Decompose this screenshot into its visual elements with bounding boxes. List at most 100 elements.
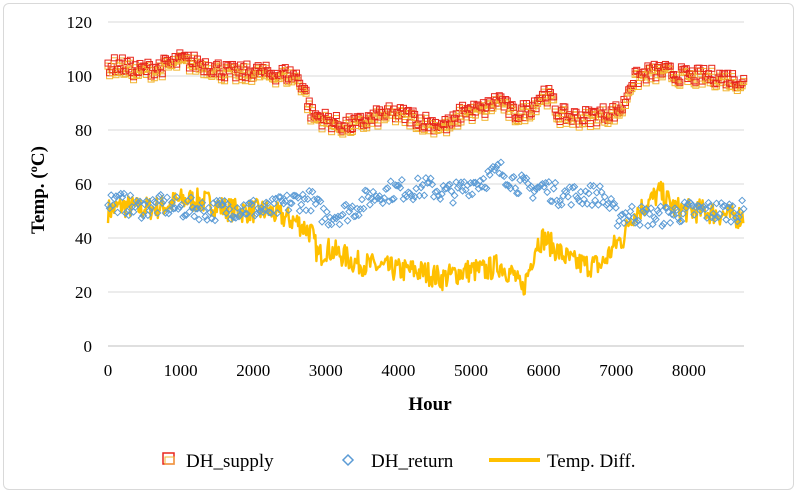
dh-return-point bbox=[659, 219, 668, 228]
dh-return-point bbox=[557, 200, 566, 209]
dh-return-point bbox=[346, 204, 355, 213]
dh-return-point bbox=[567, 200, 576, 209]
dh-return-point bbox=[468, 190, 477, 199]
dh-return-point bbox=[175, 203, 184, 211]
y-tick-label: 0 bbox=[84, 337, 93, 356]
dh-return-point bbox=[185, 207, 194, 216]
dh-return-point bbox=[436, 195, 445, 203]
dh-return-point bbox=[260, 205, 269, 214]
dh-return-point bbox=[108, 201, 117, 210]
dh-return-point bbox=[300, 194, 309, 203]
dh-return-point bbox=[693, 201, 702, 210]
dh-supply-point bbox=[676, 78, 684, 86]
dh-supply-point bbox=[599, 103, 607, 111]
dh-supply-point bbox=[302, 86, 310, 94]
dh-supply-point bbox=[690, 77, 698, 85]
dh-return-point bbox=[190, 212, 199, 221]
dh-return-point bbox=[493, 160, 502, 169]
dh-supply-point bbox=[700, 64, 708, 72]
dh-return-point bbox=[201, 212, 210, 221]
dh-return-point bbox=[290, 191, 299, 200]
dh-return-point bbox=[172, 193, 181, 202]
dh-return-point bbox=[136, 197, 144, 206]
y-tick-label: 40 bbox=[75, 229, 92, 248]
dh-return-point bbox=[195, 215, 203, 224]
dh-return-point bbox=[532, 184, 540, 193]
dh-return-point bbox=[434, 191, 443, 200]
dh-supply-point bbox=[332, 112, 340, 120]
x-tick-label: 1000 bbox=[164, 361, 198, 380]
dh-return-point bbox=[551, 178, 560, 187]
dh-return-point bbox=[211, 216, 219, 225]
dh-return-point bbox=[457, 178, 465, 187]
dh-return-point bbox=[588, 201, 596, 210]
dh-return-point bbox=[163, 193, 172, 202]
dh-return-point bbox=[527, 182, 536, 191]
dh-return-point bbox=[308, 187, 317, 196]
dh-return-point bbox=[217, 201, 226, 210]
dh-supply-point bbox=[561, 103, 569, 111]
x-tick-label: 6000 bbox=[527, 361, 561, 380]
dh-supply-point bbox=[144, 58, 152, 66]
dh-return-point bbox=[656, 202, 665, 211]
dh-return-point bbox=[212, 196, 221, 205]
dh-return-point bbox=[397, 175, 406, 184]
dh-supply-point bbox=[213, 61, 221, 69]
dh-return-point bbox=[144, 211, 152, 220]
dh-return-point bbox=[306, 206, 315, 215]
dh-supply-point bbox=[606, 113, 614, 121]
dh-return-point bbox=[378, 199, 387, 208]
dh-supply-point bbox=[510, 103, 518, 111]
dh-return-point bbox=[388, 195, 397, 204]
dh-return-point bbox=[699, 202, 708, 211]
dh-return-point bbox=[667, 210, 676, 219]
dh-return-point bbox=[254, 204, 263, 213]
dh-return-point bbox=[618, 210, 627, 219]
dh-return-point bbox=[156, 190, 165, 199]
dh-return-point bbox=[554, 201, 563, 210]
dh-return-point bbox=[420, 191, 429, 200]
dh-return-point bbox=[198, 198, 207, 207]
dh-return-point bbox=[738, 196, 747, 205]
dh-return-point bbox=[626, 207, 635, 216]
dh-return-point bbox=[556, 197, 564, 205]
dh-return-point bbox=[658, 222, 667, 230]
dh-return-point bbox=[481, 183, 489, 192]
dh-return-point bbox=[505, 181, 513, 190]
dh-return-point bbox=[597, 188, 606, 197]
dh-return-point bbox=[509, 172, 518, 181]
dh-return-point bbox=[613, 221, 622, 230]
x-axis-title: Hour bbox=[408, 394, 452, 415]
dh-return-point bbox=[112, 192, 120, 201]
dh-return-point bbox=[282, 191, 291, 200]
dh-supply-point bbox=[214, 59, 222, 67]
dh-return-point bbox=[273, 209, 282, 217]
dh-supply-point bbox=[550, 93, 558, 101]
dh-supply-point bbox=[118, 54, 126, 62]
dh-supply-point bbox=[446, 121, 454, 129]
dh-return-point bbox=[727, 217, 735, 226]
dh-return-point bbox=[549, 184, 558, 193]
dh-return-point bbox=[385, 197, 394, 206]
y-tick-label: 60 bbox=[75, 175, 92, 194]
dh-return-point bbox=[573, 194, 582, 203]
legend-label-temp-diff: Temp. Diff. bbox=[547, 451, 636, 472]
dh-return-point bbox=[445, 180, 454, 189]
dh-return-point bbox=[369, 187, 378, 196]
dh-return-point bbox=[428, 180, 437, 189]
dh-return-point bbox=[701, 205, 710, 213]
dh-supply-point bbox=[345, 113, 353, 121]
dh-return-point bbox=[568, 183, 577, 192]
dh-return-point bbox=[267, 208, 275, 217]
dh-return-point bbox=[458, 186, 467, 195]
dh-return-point bbox=[624, 212, 633, 221]
dh-return-point bbox=[303, 195, 312, 203]
dh-return-point bbox=[591, 196, 600, 205]
dh-return-point bbox=[359, 204, 368, 213]
dh-return-point bbox=[444, 181, 453, 190]
temp-diff-line bbox=[106, 180, 745, 296]
dh-return-point bbox=[596, 182, 604, 191]
dh-return-point bbox=[546, 197, 555, 205]
x-tick-labels: 0 1000 2000 3000 4000 5000 6000 7000 8000 bbox=[104, 361, 706, 380]
